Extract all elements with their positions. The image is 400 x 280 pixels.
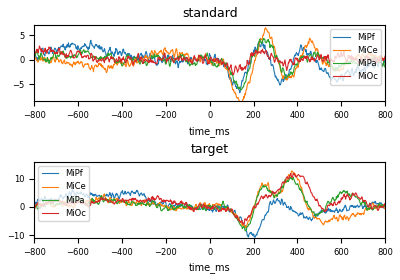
MiOc (383, 54, 388, 58)
MiPf (299, 213, 304, 216)
MiPf (88, 39, 93, 42)
Line: MiPf: MiPf (34, 189, 385, 237)
MiPf (236, 87, 241, 90)
MiPa (244, 229, 248, 232)
MiPa (53, 56, 58, 59)
MiCe (263, 26, 268, 29)
MiPa (261, 37, 266, 40)
X-axis label: time_ms: time_ms (189, 126, 230, 137)
MiPf (256, 227, 261, 231)
MiPa (245, 70, 250, 74)
MiCe (245, 83, 250, 86)
MiCe (335, 69, 340, 72)
MiPf (246, 66, 250, 69)
MiOc (256, 50, 261, 53)
Line: MiPa: MiPa (34, 38, 385, 90)
MiPa (53, 204, 58, 207)
MiOc (241, 222, 246, 226)
MiPa (32, 204, 36, 207)
MiPf (383, 203, 388, 206)
MiPf (253, 235, 258, 239)
MiPf (32, 202, 36, 206)
Legend: MiPf, MiCe, MiPa, MiOc: MiPf, MiCe, MiPa, MiOc (38, 166, 89, 221)
MiOc (383, 204, 388, 207)
MiCe (53, 203, 58, 207)
Legend: MiPf, MiCe, MiPa, MiOc: MiPf, MiCe, MiPa, MiOc (330, 29, 381, 85)
MiPa (32, 55, 36, 59)
MiCe (383, 207, 388, 210)
Line: MiPa: MiPa (34, 177, 385, 231)
MiCe (383, 57, 388, 60)
MiPf (236, 218, 241, 222)
MiOc (32, 50, 36, 54)
MiOc (231, 73, 236, 76)
MiCe (256, 48, 260, 52)
MiOc (53, 199, 58, 202)
MiPa (245, 225, 250, 228)
MiPf (299, 43, 304, 47)
MiCe (53, 59, 58, 62)
MiCe (243, 226, 248, 229)
MiPf (245, 234, 250, 238)
MiOc (299, 174, 304, 178)
MiCe (239, 102, 244, 106)
MiPa (256, 194, 260, 197)
MiOc (256, 202, 260, 206)
Line: MiCe: MiCe (34, 171, 385, 227)
Line: MiOc: MiOc (34, 173, 385, 224)
MiOc (299, 57, 304, 60)
MiPf (53, 47, 58, 51)
Line: MiCe: MiCe (34, 28, 385, 104)
MiPf (335, 80, 340, 83)
MiCe (299, 54, 304, 57)
MiPf (237, 91, 242, 94)
MiCe (245, 221, 250, 224)
MiCe (32, 204, 36, 207)
MiPa (291, 176, 296, 179)
Line: MiOc: MiOc (34, 46, 385, 75)
MiOc (37, 44, 42, 48)
MiOc (32, 206, 36, 209)
MiPa (236, 87, 240, 90)
Line: MiPf: MiPf (34, 40, 385, 93)
MiPa (299, 56, 304, 60)
MiOc (335, 202, 340, 206)
MiPf (256, 40, 261, 44)
MiPf (53, 198, 58, 201)
MiPa (299, 188, 304, 191)
MiCe (335, 218, 340, 221)
MiPa (335, 68, 340, 72)
MiOc (335, 54, 340, 57)
MiPa (335, 195, 340, 199)
MiOc (54, 52, 58, 55)
MiPa (383, 66, 388, 69)
Title: standard: standard (182, 7, 238, 20)
MiPf (70, 188, 75, 191)
MiPf (383, 61, 388, 64)
MiCe (32, 58, 36, 61)
MiOc (245, 216, 250, 219)
MiPf (32, 54, 36, 57)
MiCe (290, 169, 294, 172)
MiOc (291, 172, 296, 175)
MiPa (239, 88, 244, 92)
MiCe (236, 216, 240, 220)
MiOc (236, 218, 240, 221)
MiPa (236, 219, 240, 223)
MiPa (256, 43, 260, 46)
MiCe (256, 190, 260, 193)
MiOc (246, 62, 250, 65)
MiPa (383, 204, 388, 207)
MiCe (299, 186, 304, 190)
MiCe (236, 96, 240, 99)
Title: target: target (190, 143, 229, 157)
MiOc (236, 67, 241, 71)
MiPf (335, 208, 340, 212)
X-axis label: time_ms: time_ms (189, 262, 230, 273)
